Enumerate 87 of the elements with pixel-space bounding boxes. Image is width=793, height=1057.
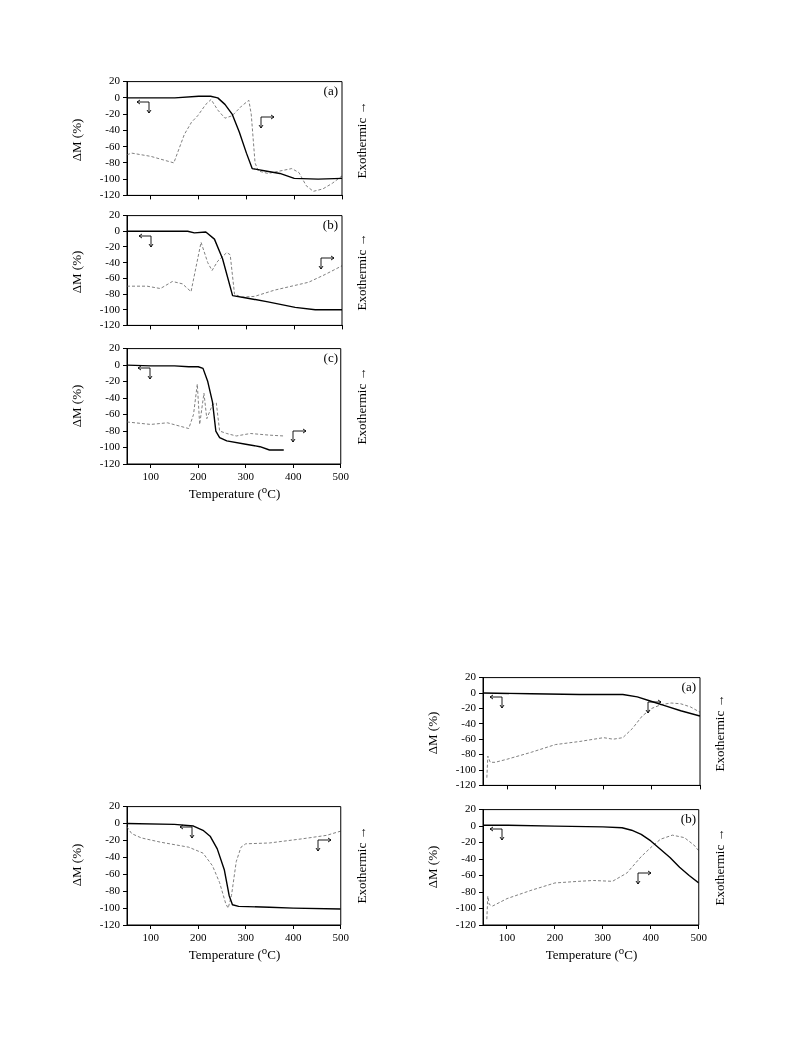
y-tick-label: -120 — [99, 917, 121, 930]
y-axis-title: ΔM (%) — [69, 118, 85, 161]
x-tick-label: 300 — [237, 931, 255, 944]
y-tick-label: -100 — [99, 302, 121, 315]
x-tick-label: 400 — [285, 470, 302, 483]
x-tick-label: 100 — [142, 931, 160, 944]
x-tick-label: 500 — [332, 931, 350, 944]
x-axis-title: Temperature ($^{o}$C) — [545, 944, 638, 964]
y-tick-label: -40 — [105, 123, 121, 136]
y-tick-label: -20 — [461, 835, 477, 848]
y-tick-label: -60 — [105, 407, 121, 420]
chart-title: (c) — [323, 350, 338, 366]
y-tick-label: -20 — [105, 239, 121, 252]
x-tick-label: 400 — [285, 931, 302, 944]
y-tick-label: -80 — [461, 884, 477, 897]
y-tick-label: 20 — [109, 799, 121, 812]
y-tick-label: -80 — [105, 286, 121, 299]
y2-axis-title: Exothermic → — [712, 694, 728, 771]
y-tick-label: -80 — [105, 155, 121, 168]
y-tick-label: -40 — [105, 850, 121, 863]
y-tick-label: -120 — [99, 188, 121, 201]
y-tick-label: -40 — [461, 716, 477, 729]
y-axis-title: ΔM (%) — [69, 384, 85, 427]
x-tick-label: 100 — [498, 931, 516, 944]
y-tick-label: -80 — [105, 884, 121, 897]
x-tick-label: 400 — [642, 931, 660, 944]
y2-axis-title: Exothermic → — [712, 828, 728, 905]
chart-title: (b) — [322, 217, 338, 233]
chart-title: (b) — [680, 811, 696, 827]
y-tick-label: -100 — [455, 901, 477, 914]
y-tick-label: 0 — [470, 818, 477, 831]
chart-title: (a) — [323, 83, 338, 99]
y-tick-label: -20 — [105, 374, 121, 387]
line-series — [486, 834, 699, 920]
y-tick-label: -20 — [105, 833, 121, 846]
y-tick-label: -120 — [99, 456, 121, 469]
y-tick-label: -120 — [455, 917, 477, 930]
y-tick-label: 0 — [114, 90, 121, 103]
y-tick-label: -100 — [99, 440, 121, 453]
y-axis-title: ΔM (%) — [425, 845, 441, 888]
y-tick-label: -60 — [105, 867, 121, 880]
y2-axis-title: Exothermic → — [354, 826, 370, 904]
x-tick-label: 500 — [332, 470, 350, 483]
y-tick-label: -40 — [105, 255, 121, 268]
x-axis-title: Temperature ($^{o}$C) — [188, 483, 281, 503]
y-tick-label: 0 — [114, 224, 121, 237]
y2-axis-title: Exothermic → — [354, 367, 370, 444]
y-tick-label: -80 — [461, 747, 477, 760]
y-tick-label: -120 — [99, 318, 121, 331]
y-tick-label: 20 — [109, 341, 121, 354]
y-tick-label: -60 — [105, 139, 121, 152]
y-axis-title: ΔM (%) — [69, 250, 85, 293]
y2-axis-title: Exothermic → — [354, 101, 370, 178]
y-tick-label: -40 — [461, 851, 477, 864]
y-tick-label: -60 — [461, 868, 477, 881]
y-tick-label: 0 — [470, 685, 477, 698]
x-tick-label: 200 — [190, 470, 207, 483]
y-tick-label: -100 — [455, 762, 477, 775]
y-tick-label: -20 — [461, 701, 477, 714]
y2-axis-title: Exothermic → — [354, 233, 370, 310]
y-tick-label: 20 — [109, 208, 121, 221]
y-tick-label: 20 — [465, 802, 477, 815]
x-tick-label: 100 — [142, 470, 160, 483]
x-tick-label: 200 — [190, 931, 207, 944]
y-tick-label: 20 — [465, 670, 477, 683]
y-tick-label: -80 — [105, 423, 121, 436]
x-axis-title: Temperature ($^{o}$C) — [188, 944, 281, 964]
y-tick-label: -20 — [105, 107, 121, 119]
y-tick-label: 0 — [114, 357, 121, 370]
x-tick-label: 500 — [690, 931, 708, 944]
y-tick-label: -40 — [105, 390, 121, 403]
y-tick-label: 20 — [109, 74, 121, 87]
line-series — [486, 702, 700, 779]
y-tick-label: -100 — [99, 172, 121, 185]
y-tick-label: -60 — [461, 732, 477, 745]
y-tick-label: 0 — [114, 816, 121, 829]
x-tick-label: 200 — [546, 931, 564, 944]
x-tick-label: 300 — [237, 470, 255, 483]
y-tick-label: -60 — [105, 271, 121, 284]
line-series — [127, 383, 285, 437]
chart-title: (a) — [681, 679, 696, 695]
y-tick-label: -120 — [455, 778, 477, 791]
y-axis-title: ΔM (%) — [425, 711, 441, 754]
y-axis-title: ΔM (%) — [69, 843, 85, 887]
y-tick-label: -100 — [99, 900, 121, 913]
x-tick-label: 300 — [594, 931, 612, 944]
line-series — [127, 241, 342, 298]
